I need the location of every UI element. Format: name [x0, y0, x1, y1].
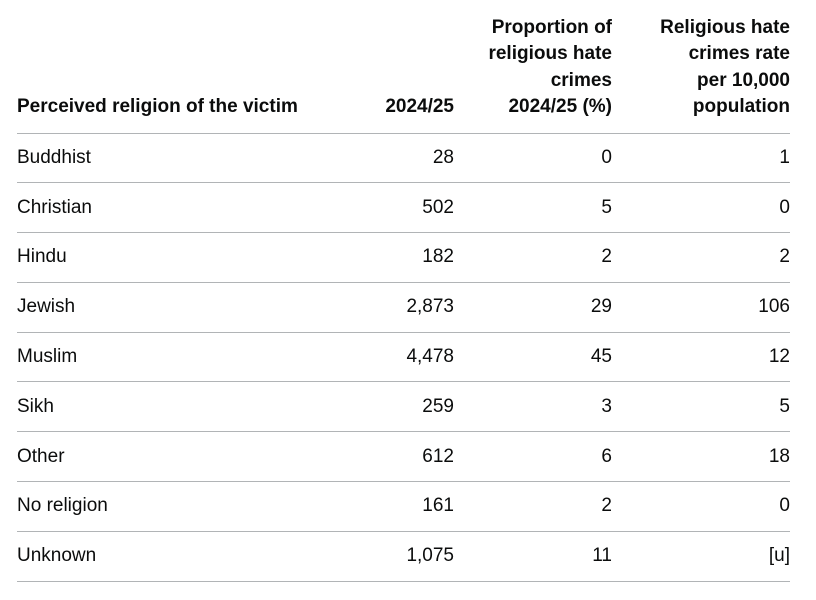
count-cell: 161 — [357, 481, 454, 532]
header-proportion-line: Proportion of — [491, 16, 612, 38]
count-cell: 259 — [357, 381, 454, 433]
table-row: No religion 161 2 0 — [17, 481, 790, 532]
count-cell: 1,075 — [357, 531, 454, 582]
rate-cell: 5 — [612, 381, 790, 433]
header-proportion-line: 2024/25 (%) — [508, 96, 612, 117]
proportion-cell: 0 — [454, 133, 612, 184]
proportion-cell: 45 — [454, 332, 612, 383]
religion-cell: Buddhist — [17, 133, 357, 184]
count-cell: 502 — [357, 182, 454, 234]
header-proportion-line: crimes — [550, 69, 612, 91]
table-row: Jewish 2,873 29 106 — [17, 282, 790, 333]
header-rate-line: population — [692, 96, 790, 117]
rate-cell: 1 — [612, 133, 790, 184]
religion-cell: No religion — [17, 481, 357, 532]
rate-cell: 12 — [612, 332, 790, 383]
proportion-cell: 2 — [454, 232, 612, 283]
header-rate-line: crimes rate — [688, 43, 790, 64]
religion-cell: Christian — [17, 182, 357, 234]
proportion-cell: 6 — [454, 431, 612, 483]
proportion-cell: 5 — [454, 182, 612, 234]
count-cell: 4,478 — [357, 332, 454, 383]
religion-cell: Sikh — [17, 381, 357, 433]
rate-cell: 18 — [612, 431, 790, 483]
table-row: Other 612 6 18 — [17, 431, 790, 483]
header-count: 2024/25 — [357, 0, 454, 134]
header-proportion-line: religious hate — [488, 43, 612, 64]
rate-cell: 106 — [612, 282, 790, 333]
rate-cell: 0 — [612, 481, 790, 532]
rate-cell: 0 — [612, 182, 790, 234]
table-row: Muslim 4,478 45 12 — [17, 332, 790, 383]
religion-cell: Hindu — [17, 232, 357, 283]
table-row: Buddhist 28 0 1 — [17, 133, 790, 184]
count-cell: 28 — [357, 133, 454, 184]
proportion-cell: 3 — [454, 381, 612, 433]
proportion-cell: 11 — [454, 531, 612, 582]
header-rate: Religious hate crimes rate per 10,000 po… — [612, 0, 790, 134]
table-row: Hindu 182 2 2 — [17, 232, 790, 283]
count-cell: 2,873 — [357, 282, 454, 333]
rate-cell: [u] — [612, 531, 790, 582]
religious-hate-crimes-table: Perceived religion of the victim 2024/25… — [17, 0, 790, 582]
religion-cell: Unknown — [17, 531, 357, 582]
religion-cell: Other — [17, 431, 357, 483]
table-row: Christian 502 5 0 — [17, 182, 790, 234]
table-row: Unknown 1,075 11 [u] — [17, 531, 790, 582]
religion-cell: Jewish — [17, 282, 357, 333]
header-rate-line: per 10,000 — [697, 69, 790, 91]
religious-hate-crimes-table-container: Perceived religion of the victim 2024/25… — [17, 0, 790, 582]
proportion-cell: 29 — [454, 282, 612, 333]
rate-cell: 2 — [612, 232, 790, 283]
table-row: Sikh 259 3 5 — [17, 381, 790, 433]
header-rate-line: Religious hate — [660, 16, 790, 38]
count-cell: 182 — [357, 232, 454, 283]
header-proportion: Proportion of religious hate crimes 2024… — [454, 0, 612, 134]
count-cell: 612 — [357, 431, 454, 483]
religion-cell: Muslim — [17, 332, 357, 383]
proportion-cell: 2 — [454, 481, 612, 532]
table-header-row: Perceived religion of the victim 2024/25… — [17, 0, 790, 134]
header-religion: Perceived religion of the victim — [17, 0, 357, 134]
